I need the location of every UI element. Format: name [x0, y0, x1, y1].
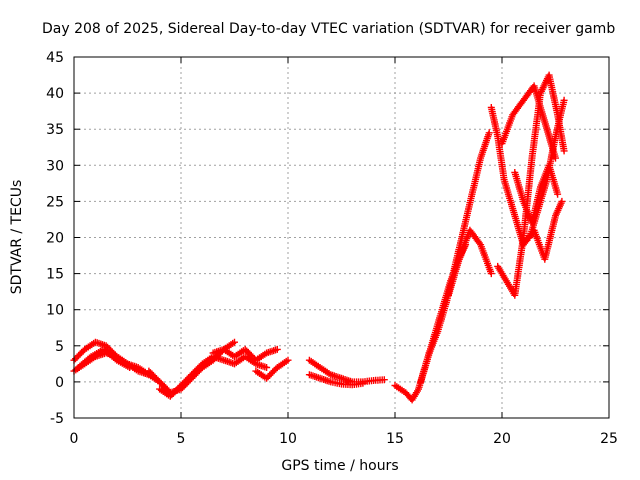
x-tick-label: 20	[493, 431, 511, 447]
y-tick-label: -5	[50, 411, 64, 427]
x-axis-title: GPS time / hours	[281, 458, 398, 474]
chart-title: Day 208 of 2025, Sidereal Day-to-day VTE…	[42, 21, 615, 37]
y-tick-label: 20	[46, 231, 64, 247]
series-sat-i	[305, 371, 367, 389]
y-tick-labels: -5 0 5 10 15 20 25 30 35 40 45	[46, 50, 64, 427]
series-sat-f	[209, 345, 281, 364]
series-sat-q	[526, 96, 568, 241]
data-point-markers	[74, 345, 134, 371]
y-tick-label: 10	[46, 303, 64, 319]
series-sat-e	[156, 353, 271, 400]
x-tick-label: 0	[70, 431, 79, 447]
data-point-markers	[156, 353, 271, 400]
x-tick-label: 15	[386, 431, 404, 447]
x-tick-label: 25	[600, 431, 618, 447]
y-tick-label: 30	[46, 158, 64, 174]
series-sat-g	[252, 356, 292, 382]
data-marks	[70, 71, 568, 404]
axis-ticks	[73, 56, 610, 419]
y-tick-label: 0	[55, 375, 64, 391]
y-tick-label: 25	[46, 194, 64, 210]
series-sat-l	[445, 226, 495, 299]
y-axis-title: SDTVAR / TECUs	[9, 180, 25, 295]
data-point-markers	[445, 226, 495, 299]
x-tick-label: 10	[279, 431, 297, 447]
data-point-markers	[252, 356, 292, 382]
y-tick-label: 45	[46, 50, 64, 66]
y-tick-label: 5	[55, 339, 64, 355]
y-tick-label: 15	[46, 267, 64, 283]
x-tick-labels: 0 5 10 15 20 25	[70, 431, 618, 447]
y-tick-label: 35	[46, 122, 64, 138]
y-tick-label: 40	[46, 86, 64, 102]
data-point-markers	[526, 96, 568, 241]
x-tick-label: 5	[177, 431, 186, 447]
series-sat-c	[74, 345, 134, 371]
data-point-markers	[209, 345, 281, 364]
data-point-markers	[305, 371, 367, 389]
